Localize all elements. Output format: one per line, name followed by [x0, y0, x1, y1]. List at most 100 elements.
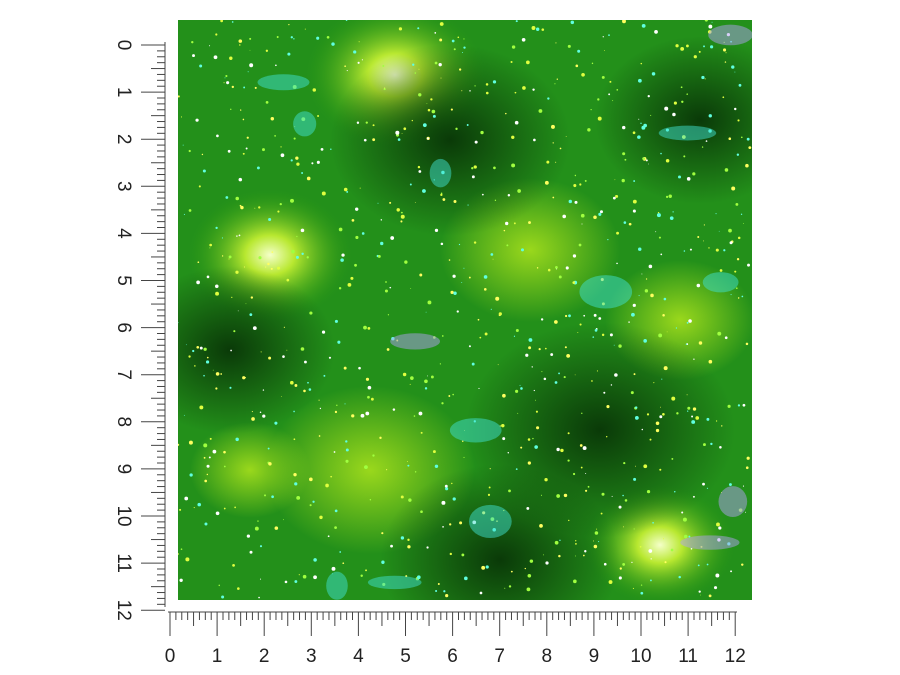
- star: [533, 138, 536, 142]
- star: [655, 428, 660, 433]
- ruler-bottom-label: 0: [165, 646, 176, 667]
- ruler-left-label: 12: [113, 600, 134, 621]
- star: [550, 353, 554, 356]
- star: [422, 123, 427, 128]
- star: [644, 289, 649, 293]
- star: [402, 372, 407, 377]
- star: [650, 114, 652, 116]
- star: [590, 109, 592, 111]
- star: [725, 52, 727, 54]
- star: [291, 249, 295, 254]
- star: [229, 386, 232, 389]
- star: [736, 258, 740, 261]
- star: [622, 494, 624, 497]
- star: [355, 207, 359, 211]
- star: [541, 371, 543, 373]
- star: [543, 377, 547, 381]
- star: [676, 412, 679, 415]
- star: [558, 275, 562, 279]
- ruler-bottom-label: 1: [212, 646, 223, 667]
- star: [444, 484, 448, 488]
- star: [240, 109, 242, 111]
- star: [426, 103, 428, 104]
- star: [345, 459, 349, 463]
- star: [271, 251, 274, 253]
- star: [303, 389, 306, 393]
- star: [494, 199, 497, 201]
- star: [434, 32, 437, 34]
- star: [197, 261, 200, 264]
- star: [478, 387, 480, 390]
- star: [471, 167, 474, 170]
- star: [351, 414, 355, 418]
- star: [364, 465, 368, 470]
- star: [212, 449, 217, 454]
- star: [267, 447, 270, 450]
- cloud: [718, 486, 748, 518]
- star: [480, 130, 484, 135]
- star: [682, 517, 687, 522]
- star: [632, 209, 636, 213]
- star: [708, 114, 712, 118]
- star: [601, 75, 605, 79]
- star: [544, 478, 548, 482]
- star: [198, 185, 201, 188]
- star: [338, 227, 343, 232]
- star: [577, 332, 579, 333]
- star: [246, 534, 251, 538]
- star: [313, 558, 317, 562]
- star: [505, 112, 507, 115]
- star: [295, 255, 299, 259]
- star: [370, 397, 374, 401]
- star: [178, 443, 180, 446]
- star: [638, 295, 640, 297]
- star: [276, 36, 279, 39]
- star: [262, 414, 266, 418]
- star: [406, 460, 408, 462]
- star: [547, 97, 550, 100]
- star: [623, 461, 626, 465]
- star: [231, 21, 234, 23]
- star: [596, 528, 598, 530]
- star: [381, 560, 385, 564]
- star: [687, 410, 689, 412]
- star: [238, 234, 241, 237]
- star: [580, 213, 585, 218]
- ruler-left-label: 9: [113, 464, 134, 475]
- star: [671, 396, 676, 401]
- star: [508, 489, 511, 493]
- star: [507, 193, 511, 197]
- star: [490, 308, 492, 310]
- star: [624, 499, 628, 502]
- star: [386, 469, 388, 471]
- star: [556, 447, 560, 452]
- star: [658, 236, 661, 239]
- star: [363, 138, 367, 142]
- star: [612, 100, 614, 102]
- star: [193, 507, 195, 509]
- star: [710, 442, 713, 446]
- star: [705, 140, 708, 142]
- star: [560, 448, 564, 453]
- star: [178, 322, 179, 324]
- star: [331, 566, 336, 571]
- star: [401, 133, 403, 134]
- star: [445, 594, 449, 598]
- star: [514, 120, 519, 125]
- star: [205, 360, 210, 364]
- star: [265, 266, 267, 268]
- star: [631, 312, 635, 317]
- star: [573, 579, 577, 584]
- star: [654, 30, 658, 34]
- star: [608, 34, 610, 36]
- star: [554, 540, 559, 545]
- star: [572, 281, 576, 284]
- star: [734, 107, 737, 111]
- star: [745, 466, 749, 470]
- star: [502, 437, 506, 441]
- star: [365, 377, 370, 381]
- star: [622, 563, 626, 566]
- star: [704, 20, 708, 22]
- star: [345, 448, 349, 452]
- star: [459, 521, 463, 525]
